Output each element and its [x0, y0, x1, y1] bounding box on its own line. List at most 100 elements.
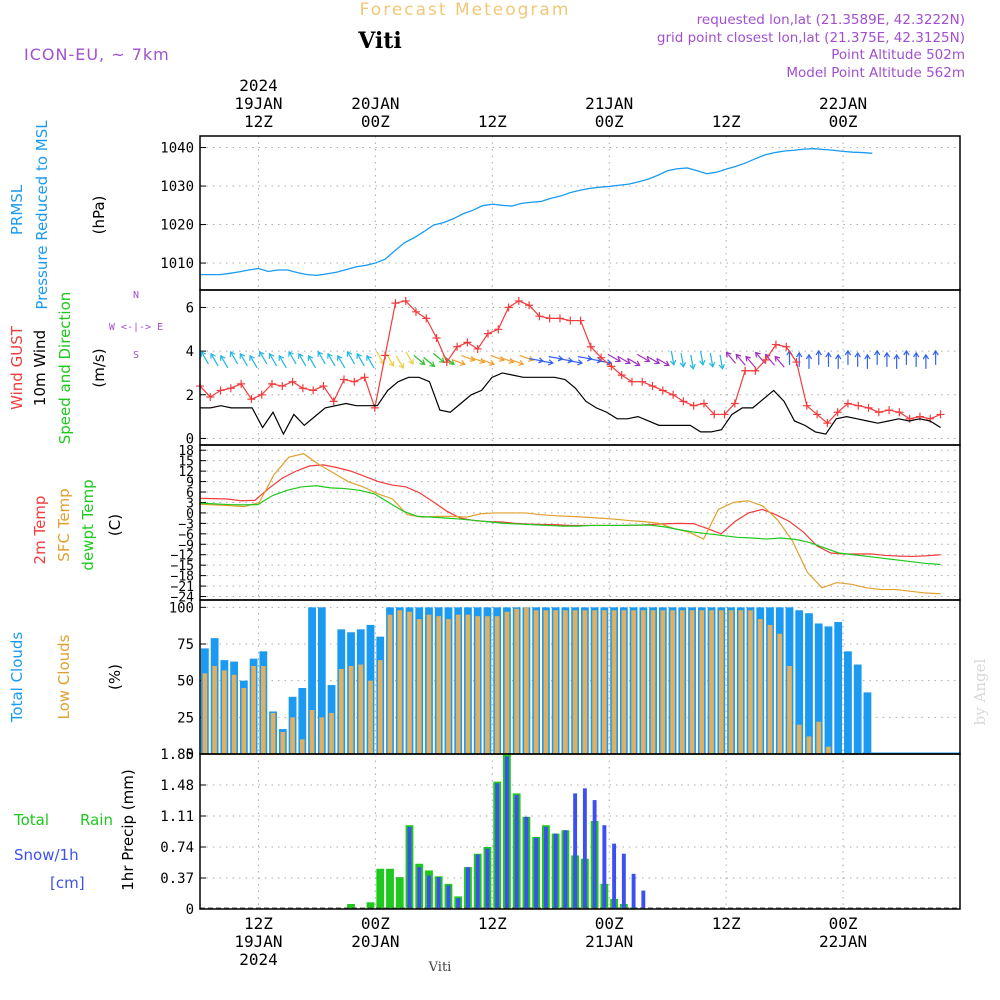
ytick-label: 1020 — [160, 218, 194, 234]
low-cloud-bar — [582, 610, 588, 754]
wind-arrow — [297, 352, 307, 367]
wind-arrow-head — [346, 350, 353, 357]
snow-label: Snow/1h — [14, 846, 79, 864]
wind-arrow-shaft — [432, 352, 445, 363]
wind-arrow — [796, 351, 803, 367]
ytick-label: 1.85 — [160, 747, 194, 763]
wind-arrow-head — [735, 353, 742, 360]
low-cloud-bar — [670, 610, 675, 754]
rain-bar — [386, 868, 394, 909]
low-cloud-bar — [602, 610, 607, 754]
snow-bar — [466, 867, 470, 909]
snow-bar — [436, 877, 441, 909]
total-cloud-bar — [805, 613, 813, 754]
wind-arrow-shaft — [755, 352, 766, 364]
gust-marker — [710, 410, 719, 419]
wind-arrow-head — [725, 351, 732, 358]
wind-arrow-head — [624, 358, 631, 365]
gust-marker — [761, 355, 770, 364]
low-cloud-bar — [504, 611, 510, 754]
wind-arrow-shaft — [395, 355, 404, 369]
gust-marker — [813, 410, 822, 419]
gust-marker — [298, 384, 307, 393]
snow-unit-label: [cm] — [50, 874, 85, 892]
low-cloud-bar — [426, 614, 432, 754]
wind-arrow — [825, 351, 832, 367]
wind-arrow — [864, 353, 871, 369]
ytick-label: 15 — [178, 455, 194, 470]
wind-arrow — [249, 354, 258, 369]
bottom-tick-label: 12Z — [244, 914, 273, 933]
wind-arrow-shaft — [337, 355, 346, 369]
wind-panel: 0 2 4 6 — [186, 289, 961, 447]
total-cloud-bar — [863, 692, 872, 754]
low-cloud-bar — [592, 610, 597, 754]
wind-arrow — [755, 351, 766, 364]
low-cloud-bar — [338, 668, 344, 754]
gust-marker — [514, 296, 523, 305]
ytick-label: −6 — [178, 528, 194, 543]
gust-marker — [627, 377, 636, 386]
wind-arrow — [745, 355, 756, 368]
wind-arrow-head — [825, 351, 832, 358]
bottom-tick-label: 00Z — [829, 914, 858, 933]
wind-arrow — [376, 351, 385, 365]
wind-arrow-head — [669, 359, 677, 366]
rain-label: Rain — [80, 811, 113, 829]
low-cloud-bar — [280, 732, 286, 754]
wind-arrow-shaft — [646, 355, 660, 364]
wind-arrow — [815, 349, 822, 365]
wind-arrow — [669, 350, 677, 366]
wind-arrow — [288, 350, 297, 365]
temp-unit-label: (C) — [106, 514, 124, 536]
wind-arrow-shaft — [719, 354, 724, 369]
low-cloud-bar — [231, 674, 237, 754]
gust-marker — [339, 375, 348, 384]
wind-arrow-shaft — [220, 355, 229, 369]
gust-marker — [648, 382, 657, 391]
rain-bar — [395, 877, 404, 909]
wind-arrow — [239, 352, 248, 367]
gust-marker — [576, 316, 585, 325]
wind-arrow — [356, 352, 365, 367]
wind-arrow-shaft — [607, 353, 621, 362]
wind-arrow-head — [912, 351, 920, 358]
top-tick-label: 21JAN — [585, 94, 633, 113]
low-cloud-label: Low Clouds — [55, 634, 73, 719]
gust-marker — [278, 382, 287, 391]
gust-marker — [771, 340, 780, 349]
wind-arrow-head — [419, 359, 426, 366]
wind-arrow-head — [489, 359, 496, 366]
top-tick-label: 19JAN — [234, 94, 282, 113]
snow-bar — [417, 867, 422, 909]
wind-arrow-head — [297, 352, 304, 359]
wind-arrow-shaft — [490, 354, 504, 361]
low-cloud-bar — [738, 610, 744, 754]
bottom-tick-label: 19JAN — [234, 932, 282, 951]
ytick-label: 12 — [178, 465, 194, 480]
wind-arrow-head — [844, 349, 852, 356]
wind-arrow — [844, 349, 852, 365]
wind-arrow — [883, 351, 891, 367]
gust-marker — [597, 353, 606, 362]
low-cloud-bar — [796, 724, 802, 754]
wind-arrow-head — [903, 349, 910, 356]
wind-arrow-head — [518, 359, 525, 366]
wind-arrow-shaft — [617, 355, 631, 364]
snow-bar — [534, 837, 539, 909]
wind-arrow-shaft — [709, 352, 714, 367]
wind-arrow — [259, 350, 268, 365]
ytick-label: 1030 — [160, 179, 194, 195]
wind-arrow-head — [699, 359, 706, 366]
precip-frame — [199, 753, 961, 910]
prmsl-desc-label: Pressure Reduced to MSL — [33, 120, 51, 310]
low-cloud-bar — [299, 739, 305, 754]
low-cloud-bar — [533, 610, 539, 754]
low-cloud-bar — [485, 616, 490, 754]
low-cloud-bar — [631, 610, 636, 754]
wind-arrow-shaft — [423, 356, 435, 367]
gust-marker — [658, 386, 667, 395]
snow-bar — [573, 793, 578, 909]
wind-arrow-head — [615, 356, 622, 363]
